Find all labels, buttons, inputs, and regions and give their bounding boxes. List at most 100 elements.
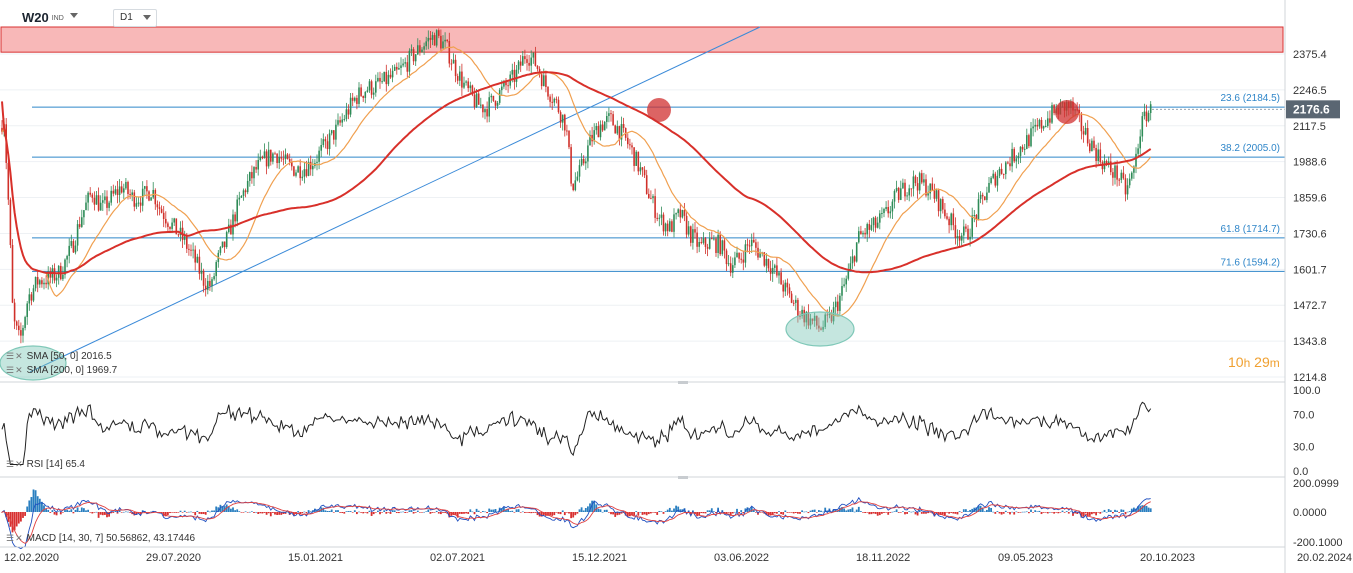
countdown-hours-unit: h [1243, 356, 1251, 370]
price-axis[interactable]: 2375.4 2246.5 2117.5 1988.6 1859.6 1730.6 1601… [1293, 49, 1327, 384]
candle-body [1133, 166, 1135, 173]
macd-histogram-bar [553, 512, 556, 516]
macd-histogram-bar [185, 512, 188, 513]
candle-body [524, 56, 526, 60]
candle-body [893, 191, 896, 202]
macd-histogram-bar [461, 512, 463, 514]
candle-body [316, 161, 318, 163]
candle-body [847, 270, 850, 279]
macd-histogram-bar [603, 509, 606, 512]
macd-histogram-bar [918, 509, 921, 512]
macd-histogram-bar [387, 512, 390, 513]
chevron-down-icon[interactable] [70, 13, 78, 18]
macd-histogram-bar [580, 507, 583, 512]
macd-histogram-bar [93, 512, 96, 513]
candle-body [734, 257, 736, 266]
menu-icon[interactable]: ☰✕ [6, 533, 24, 543]
candle-body [666, 223, 669, 232]
candle-body [120, 186, 123, 193]
rsi-legend[interactable]: ☰✕ RSI [14] 65.4 [6, 459, 85, 470]
macd-histogram-bar [43, 505, 45, 512]
candle-body [148, 191, 150, 201]
candle-body [26, 303, 28, 318]
macd-histogram-bar [349, 511, 352, 512]
candle-body [519, 61, 522, 66]
candle-body [830, 313, 833, 322]
peak-marker [647, 98, 671, 122]
menu-icon[interactable]: ☰✕ [6, 459, 24, 469]
time-axis[interactable]: 12.02.2020 29.07.2020 15.01.2021 02.07.2021… [4, 552, 1352, 564]
macd-histogram-bar [815, 512, 818, 513]
candle-body [855, 242, 858, 262]
macd-histogram-bar [713, 511, 715, 512]
macd-histogram-bar [286, 511, 289, 513]
macd-histogram-bar [1072, 512, 1074, 516]
macd-histogram-bar [524, 512, 526, 513]
menu-icon[interactable]: ☰✕ [6, 351, 24, 361]
macd-histogram-bar [994, 512, 997, 514]
macd-histogram-bar [305, 512, 308, 514]
macd-histogram-bar [64, 510, 66, 512]
candle-body [391, 70, 394, 78]
macd-histogram-bar [496, 511, 499, 513]
candle-body [326, 141, 329, 150]
candle-body [452, 59, 455, 64]
symbol-name[interactable]: W20 IND [22, 10, 64, 25]
macd-histogram-bar [297, 511, 299, 512]
macd-histogram-bar [847, 509, 850, 512]
time-tick-label: 02.07.2021 [430, 552, 485, 564]
candle-body [862, 232, 864, 235]
candle-body [28, 294, 31, 304]
countdown-minutes: 29 [1254, 354, 1270, 370]
macd-histogram-bar [889, 512, 892, 513]
macd-histogram-bar [95, 511, 98, 513]
candle-body [853, 256, 856, 262]
candle-body [1, 127, 3, 133]
macd-histogram-bar [22, 512, 24, 518]
candle-body [824, 314, 826, 327]
macd-histogram-bar [448, 512, 451, 518]
candle-body [641, 167, 644, 170]
candle-body [257, 160, 259, 170]
sma200-legend[interactable]: ☰✕ SMA [200, 0] 1969.7 [6, 365, 117, 376]
candle-body [402, 63, 404, 66]
candle-body [771, 267, 774, 274]
candle-body [694, 229, 696, 233]
candle-body [295, 172, 297, 176]
candle-body [188, 248, 190, 250]
macd-histogram-bar [265, 512, 268, 515]
macd-histogram-bar [731, 512, 734, 514]
candle-body [1137, 148, 1139, 154]
macd-histogram-bar [551, 512, 554, 516]
candle-body [400, 65, 402, 69]
candle-body [1007, 162, 1009, 164]
macd-histogram-bar [639, 511, 642, 513]
macd-histogram-bar [736, 508, 738, 512]
macd-signal-line [1, 501, 1151, 544]
macd-histogram-bar [1114, 509, 1116, 512]
candle-body [782, 284, 784, 292]
candle-body [948, 218, 950, 226]
candle-body [156, 204, 159, 208]
macd-legend[interactable]: ☰✕ MACD [14, 30, 7] 50.56862, 43.17446 [6, 533, 195, 544]
sma50-legend[interactable]: ☰✕ SMA [50, 0] 2016.5 [6, 351, 112, 362]
candle-body [192, 249, 194, 251]
macd-histogram-bar [1067, 512, 1070, 514]
macd-histogram-bar [454, 512, 457, 516]
candle-body [144, 186, 146, 189]
candle-body [1099, 149, 1102, 163]
pane-resize-handle-2[interactable] [678, 476, 688, 479]
candle-body [127, 181, 129, 195]
macd-histogram-bar [1116, 510, 1118, 512]
menu-icon[interactable]: ☰✕ [6, 365, 24, 375]
pane-resize-handle[interactable] [678, 381, 688, 384]
candle-body [305, 169, 308, 176]
macd-histogram-bar [1061, 510, 1064, 512]
candle-body [790, 293, 793, 303]
candle-body [547, 87, 549, 97]
candle-body [1078, 109, 1081, 115]
macd-histogram-bar [99, 512, 102, 515]
timeframe-select[interactable]: D1 [113, 9, 157, 27]
trendline[interactable] [29, 26, 761, 373]
